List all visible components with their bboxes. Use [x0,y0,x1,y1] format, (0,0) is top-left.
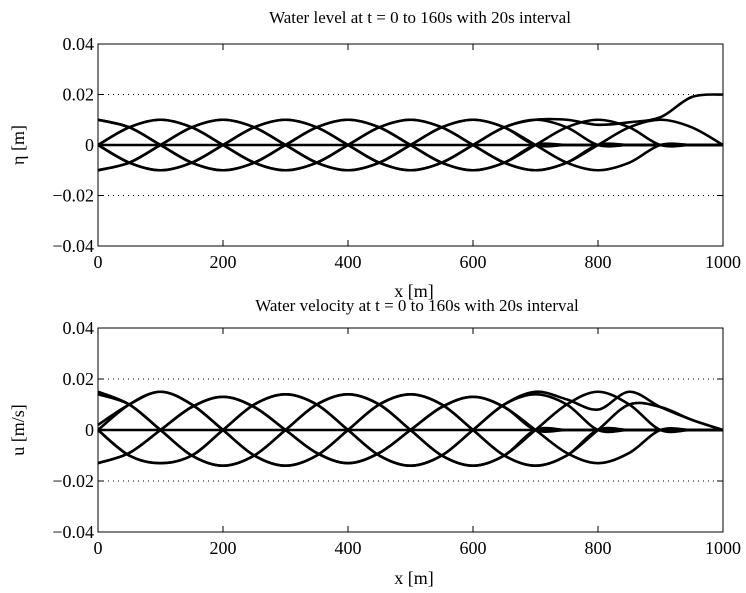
water-velocity-ticks: 0 200 400 600 800 1000 0.04 0.02 0 −0.02 −0.04 [52,318,741,558]
water-level-ytick-label-1: 0.02 [63,85,95,105]
water-velocity-xtick-label-4: 800 [585,538,612,558]
water-velocity-ytick-label-1: 0.02 [63,369,95,389]
water-velocity-series-group [97,390,724,467]
water-level-series-6 [97,118,724,172]
water-velocity-series-8 [97,390,724,467]
water-velocity-grid [98,378,723,482]
water-velocity-ytick-label-2: 0 [85,420,94,440]
water-velocity-panel: Water velocity at t = 0 to 160s with 20s… [8,296,741,588]
water-velocity-ytick-label-4: −0.04 [52,522,94,542]
water-level-ytick-label-4: −0.04 [52,236,94,256]
water-level-ytick-label-2: 0 [85,135,94,155]
water-velocity-xtick-label-2: 400 [335,538,362,558]
water-velocity-xtick-label-3: 600 [460,538,487,558]
water-velocity-ytick-label-0: 0.04 [63,318,95,338]
water-velocity-xtick-label-5: 1000 [705,538,741,558]
water-level-xtick-label-5: 1000 [705,252,741,272]
water-level-xtick-label-4: 800 [585,252,612,272]
water-level-panel: Water level at t = 0 to 160s with 20s in… [8,8,741,301]
water-level-series-group [97,93,724,172]
water-level-series-7 [97,118,723,172]
water-velocity-title: Water velocity at t = 0 to 160s with 20s… [255,296,579,315]
water-velocity-xtick-label-1: 200 [210,538,237,558]
water-level-series-8 [97,93,724,172]
water-level-xtick-label-3: 600 [460,252,487,272]
water-level-ytick-label-3: −0.02 [52,186,94,206]
water-velocity-xlabel: x [m] [394,568,434,588]
water-velocity-ylabel: u [m/s] [8,404,28,456]
water-velocity-series-6 [97,390,724,467]
water-level-title: Water level at t = 0 to 160s with 20s in… [269,8,571,27]
water-level-grid [98,94,723,196]
water-level-xtick-label-2: 400 [335,252,362,272]
water-level-ticks: 0 200 400 600 800 1000 0.04 0.02 0 −0.02 −0.04 [52,34,741,272]
water-velocity-series-7 [97,395,723,465]
water-velocity-xtick-label-0: 0 [94,538,103,558]
water-level-ylabel: η [m] [8,125,28,165]
water-velocity-ytick-label-3: −0.02 [52,471,94,491]
water-level-xtick-label-0: 0 [94,252,103,272]
water-level-xtick-label-1: 200 [210,252,237,272]
water-level-xlabel: x [m] [394,281,434,301]
water-level-ytick-label-0: 0.04 [63,34,95,54]
